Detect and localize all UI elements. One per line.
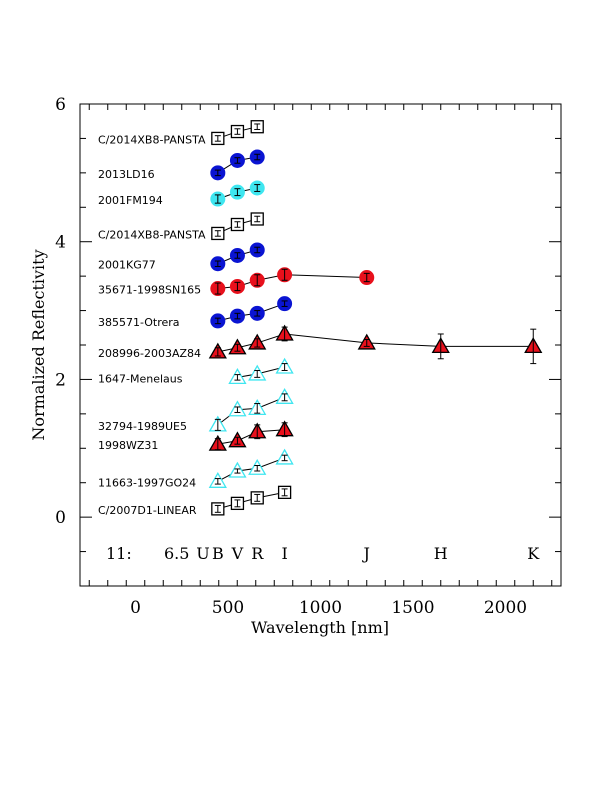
series-label: 2013LD16 xyxy=(98,168,155,181)
series-line xyxy=(217,491,285,510)
series-label: 208996-2003AZ84 xyxy=(98,347,201,360)
x-axis-label: Wavelength [nm] xyxy=(251,618,389,637)
y-tick-label: 6 xyxy=(55,95,66,115)
x-tick-label: 2000 xyxy=(484,598,527,618)
series-label: 11663-1997GO24 xyxy=(98,476,196,489)
band-label-B: B xyxy=(212,544,224,563)
series-line xyxy=(217,303,285,322)
band-label-K: K xyxy=(527,544,540,563)
band-label-R: R xyxy=(251,544,264,563)
band-label-V: V xyxy=(231,544,244,563)
band-label-J: J xyxy=(362,544,370,563)
series-line xyxy=(217,429,285,445)
series-label: 35671-1998SN165 xyxy=(98,284,201,297)
series-label: 1647-Menelaus xyxy=(98,372,183,385)
y-tick-label: 0 xyxy=(55,508,66,528)
series-label: 32794-1989UE5 xyxy=(98,420,187,433)
series-label: 385571-Otrera xyxy=(98,316,180,329)
y-axis-label: Normalized Reflectivity xyxy=(29,249,48,440)
band-label-U: U xyxy=(196,544,209,563)
series-label: 1998WZ31 xyxy=(98,439,158,452)
series-label: C/2007D1-LINEAR xyxy=(98,504,197,517)
band-label-H: H xyxy=(434,544,448,563)
series-label: C/2014XB8-PANSTA xyxy=(98,133,206,146)
series-line xyxy=(217,457,285,482)
series-label: 2001KG77 xyxy=(98,259,156,272)
annotation-left: 11: xyxy=(106,544,132,563)
x-tick-label: 0 xyxy=(130,598,141,618)
x-tick-label: 1500 xyxy=(391,598,434,618)
plot-area: 0 2 4 6 0 500 1000 1500 2000 U B V R I J H K C/2014XB8-PA… xyxy=(55,95,562,618)
x-tick-label: 500 xyxy=(212,598,244,618)
band-label-I: I xyxy=(281,544,287,563)
y-tick-label: 2 xyxy=(55,370,66,390)
series-label: C/2014XB8-PANSTA xyxy=(98,228,206,241)
series-line xyxy=(217,396,285,426)
y-tick-label: 4 xyxy=(55,233,66,253)
annotation-right: 6.5 xyxy=(164,544,189,563)
series-label: 2001FM194 xyxy=(98,194,163,207)
x-tick-label: 1000 xyxy=(299,598,342,618)
